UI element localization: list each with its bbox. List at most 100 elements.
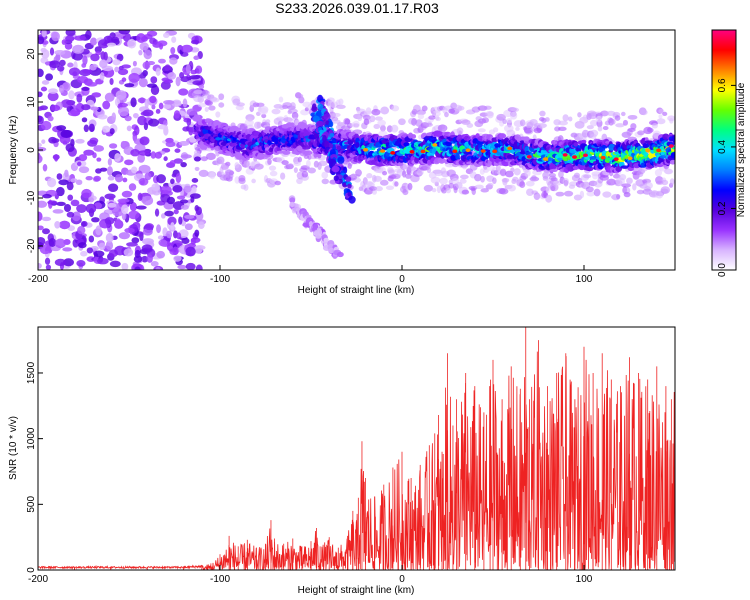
heatmap-cell: [133, 255, 143, 263]
heatmap-cell: [115, 218, 121, 226]
heatmap-cell: [107, 183, 119, 192]
heatmap-cell: [422, 132, 427, 137]
heatmap-cell: [144, 223, 154, 231]
heatmap-cell: [274, 180, 282, 186]
heatmap-cell: [377, 119, 386, 127]
heatmap-cell: [178, 216, 183, 225]
heatmap-cell: [261, 113, 267, 119]
heatmap-cell: [163, 32, 170, 39]
heatmap-cell: [420, 149, 426, 154]
heatmap-cell: [632, 183, 637, 191]
heatmap-cell: [93, 175, 102, 182]
heatmap-cell: [431, 187, 437, 193]
spectrogram-y-tick-label: -20: [26, 238, 37, 253]
heatmap-cell: [311, 106, 318, 113]
snr-y-tick-label: 0: [26, 567, 37, 573]
heatmap-cell: [173, 209, 179, 215]
heatmap-cell: [193, 55, 200, 61]
heatmap-cell: [163, 156, 168, 162]
heatmap-cell: [166, 230, 173, 239]
heatmap-cell: [52, 209, 64, 214]
heatmap-cell: [80, 250, 88, 257]
heatmap-cell: [88, 235, 95, 243]
heatmap-cell: [129, 202, 137, 212]
heatmap-cell: [558, 126, 567, 132]
heatmap-cell: [519, 119, 526, 127]
heatmap-cell: [82, 55, 88, 66]
heatmap-cell: [515, 126, 520, 131]
heatmap-cell: [106, 166, 113, 176]
heatmap-cell: [499, 168, 507, 177]
heatmap-cell: [296, 178, 303, 185]
snr-x-label: Height of straight line (km): [298, 585, 415, 596]
heatmap-cell: [67, 62, 74, 68]
heatmap-cell: [487, 182, 494, 188]
heatmap-cell: [439, 124, 446, 130]
heatmap-cell: [314, 229, 319, 236]
heatmap-cell: [128, 72, 141, 83]
heatmap-cell: [77, 75, 89, 84]
heatmap-cell: [138, 150, 150, 156]
heatmap-cell: [215, 111, 221, 118]
heatmap-cell: [507, 146, 513, 151]
heatmap-cell: [48, 238, 57, 247]
heatmap-cell: [191, 178, 199, 183]
heatmap-cell: [190, 238, 196, 245]
heatmap-cell: [654, 169, 663, 177]
heatmap-cell: [126, 242, 138, 247]
heatmap-cell: [121, 204, 129, 215]
heatmap-cell: [142, 195, 154, 206]
heatmap-cell: [651, 123, 658, 129]
heatmap-cell: [40, 120, 52, 131]
spectrogram-y-label: Frequency (Hz): [8, 116, 19, 185]
heatmap-cell: [192, 80, 204, 86]
heatmap-cell: [483, 105, 492, 110]
heatmap-cell: [164, 210, 174, 217]
heatmap-cell: [42, 194, 52, 199]
heatmap-cell: [86, 81, 98, 87]
heatmap-cell: [445, 187, 452, 194]
heatmap-cell: [189, 193, 201, 199]
heatmap-cell: [563, 179, 569, 187]
heatmap-cell: [95, 225, 102, 236]
heatmap-cell: [185, 246, 196, 257]
heatmap-cell: [222, 164, 229, 169]
heatmap-cell: [373, 175, 382, 182]
heatmap-cell: [157, 124, 169, 130]
heatmap-cell: [148, 118, 160, 127]
heatmap-cell: [256, 102, 265, 108]
heatmap-cell: [137, 97, 147, 104]
heatmap-cell: [167, 72, 177, 80]
heatmap-cell: [91, 92, 102, 98]
heatmap-cell: [83, 124, 90, 133]
heatmap-cell: [630, 123, 637, 130]
heatmap-cell: [615, 123, 625, 128]
heatmap-cell: [423, 184, 434, 192]
heatmap-cell: [267, 158, 272, 165]
heatmap-cell: [573, 172, 580, 179]
heatmap-cell: [336, 251, 344, 258]
heatmap-cell: [193, 245, 203, 254]
heatmap-cell: [96, 257, 109, 265]
heatmap-cell: [150, 261, 159, 267]
heatmap-cell: [338, 98, 344, 105]
heatmap-cell: [647, 127, 654, 133]
heatmap-cell: [531, 175, 537, 181]
heatmap-cell: [366, 181, 374, 186]
heatmap-cell: [111, 36, 120, 43]
heatmap-cell: [333, 175, 339, 182]
heatmap-cell: [72, 44, 85, 55]
heatmap-cell: [543, 157, 549, 161]
heatmap-cell: [111, 112, 117, 122]
heatmap-cell: [662, 111, 668, 116]
heatmap-cell: [138, 49, 143, 56]
heatmap-cell: [117, 198, 130, 203]
heatmap-cell: [323, 113, 331, 121]
heatmap-cell: [186, 108, 198, 116]
heatmap-cell: [141, 255, 149, 263]
heatmap-cell: [209, 97, 220, 103]
heatmap-cell: [510, 107, 520, 113]
heatmap-cell: [366, 173, 373, 179]
heatmap-cell: [332, 112, 341, 117]
heatmap-cell: [77, 226, 86, 235]
